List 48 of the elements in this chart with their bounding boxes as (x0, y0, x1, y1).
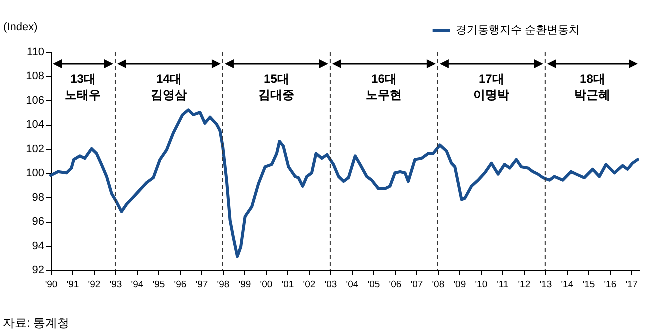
x-tick-label: '94 (131, 280, 144, 290)
x-tick-label: '12 (518, 280, 531, 290)
x-tick-label: '11 (497, 280, 509, 290)
y-tick-label: 110 (26, 46, 44, 58)
line-series (50, 108, 640, 258)
y-tick-label: 102 (26, 143, 44, 156)
x-tick-label: '96 (174, 280, 187, 290)
y-tick-label: 104 (26, 119, 44, 132)
x-tick-label: '99 (238, 280, 252, 290)
x-tick-label: '97 (196, 280, 208, 290)
y-tick-label: 96 (32, 216, 44, 228)
legend-label: 경기동행지수 순환변동치 (456, 24, 580, 36)
x-tick-label: '16 (604, 280, 617, 290)
y-axis-title: (Index) (4, 22, 38, 34)
annotation: 14대 김영삼 (151, 72, 188, 102)
y-tick-label: 100 (26, 168, 44, 180)
x-tick-label: '01 (282, 280, 294, 290)
x-tick-label: '98 (217, 280, 230, 290)
annotation: 17대 이명박 (474, 72, 510, 102)
x-tick-label: '00 (260, 280, 273, 290)
x-tick-label: '04 (346, 280, 359, 290)
x-tick-label: '91 (66, 280, 80, 290)
annotation: 16대 노무현 (366, 72, 402, 102)
x-tick-label: '95 (152, 280, 166, 290)
x-tick-label: '02 (303, 280, 316, 290)
x-tick-label: '92 (88, 280, 101, 290)
x-tick-label: '05 (368, 280, 380, 290)
y-tick-label: 98 (32, 192, 44, 204)
y-tick-label: 94 (32, 240, 44, 252)
annotation: 13대 노태우 (65, 72, 102, 102)
annotation: 18대 박근혜 (574, 72, 611, 102)
x-tick-label: '10 (475, 280, 488, 290)
y-tick-label: 92 (32, 264, 44, 276)
x-tick-label: '09 (454, 280, 466, 290)
x-tick-label: '06 (389, 280, 402, 290)
x-tick-label: '15 (582, 280, 596, 290)
text: 자료: 통계청 (3, 316, 70, 330)
x-tick-label: '08 (432, 280, 445, 290)
x-tick-label: '03 (324, 280, 338, 290)
x-tick-label: '13 (540, 280, 552, 290)
y-tick-label: 108 (26, 70, 44, 83)
x-tick-label: '17 (626, 280, 638, 290)
x-tick-label: '07 (410, 280, 424, 290)
annotation: 15대 김대중 (258, 72, 295, 102)
x-tick-label: '90 (45, 280, 58, 290)
y-tick-label: 106 (26, 94, 44, 107)
x-tick-label: '93 (110, 280, 122, 290)
x-tick-label: '14 (561, 280, 574, 290)
